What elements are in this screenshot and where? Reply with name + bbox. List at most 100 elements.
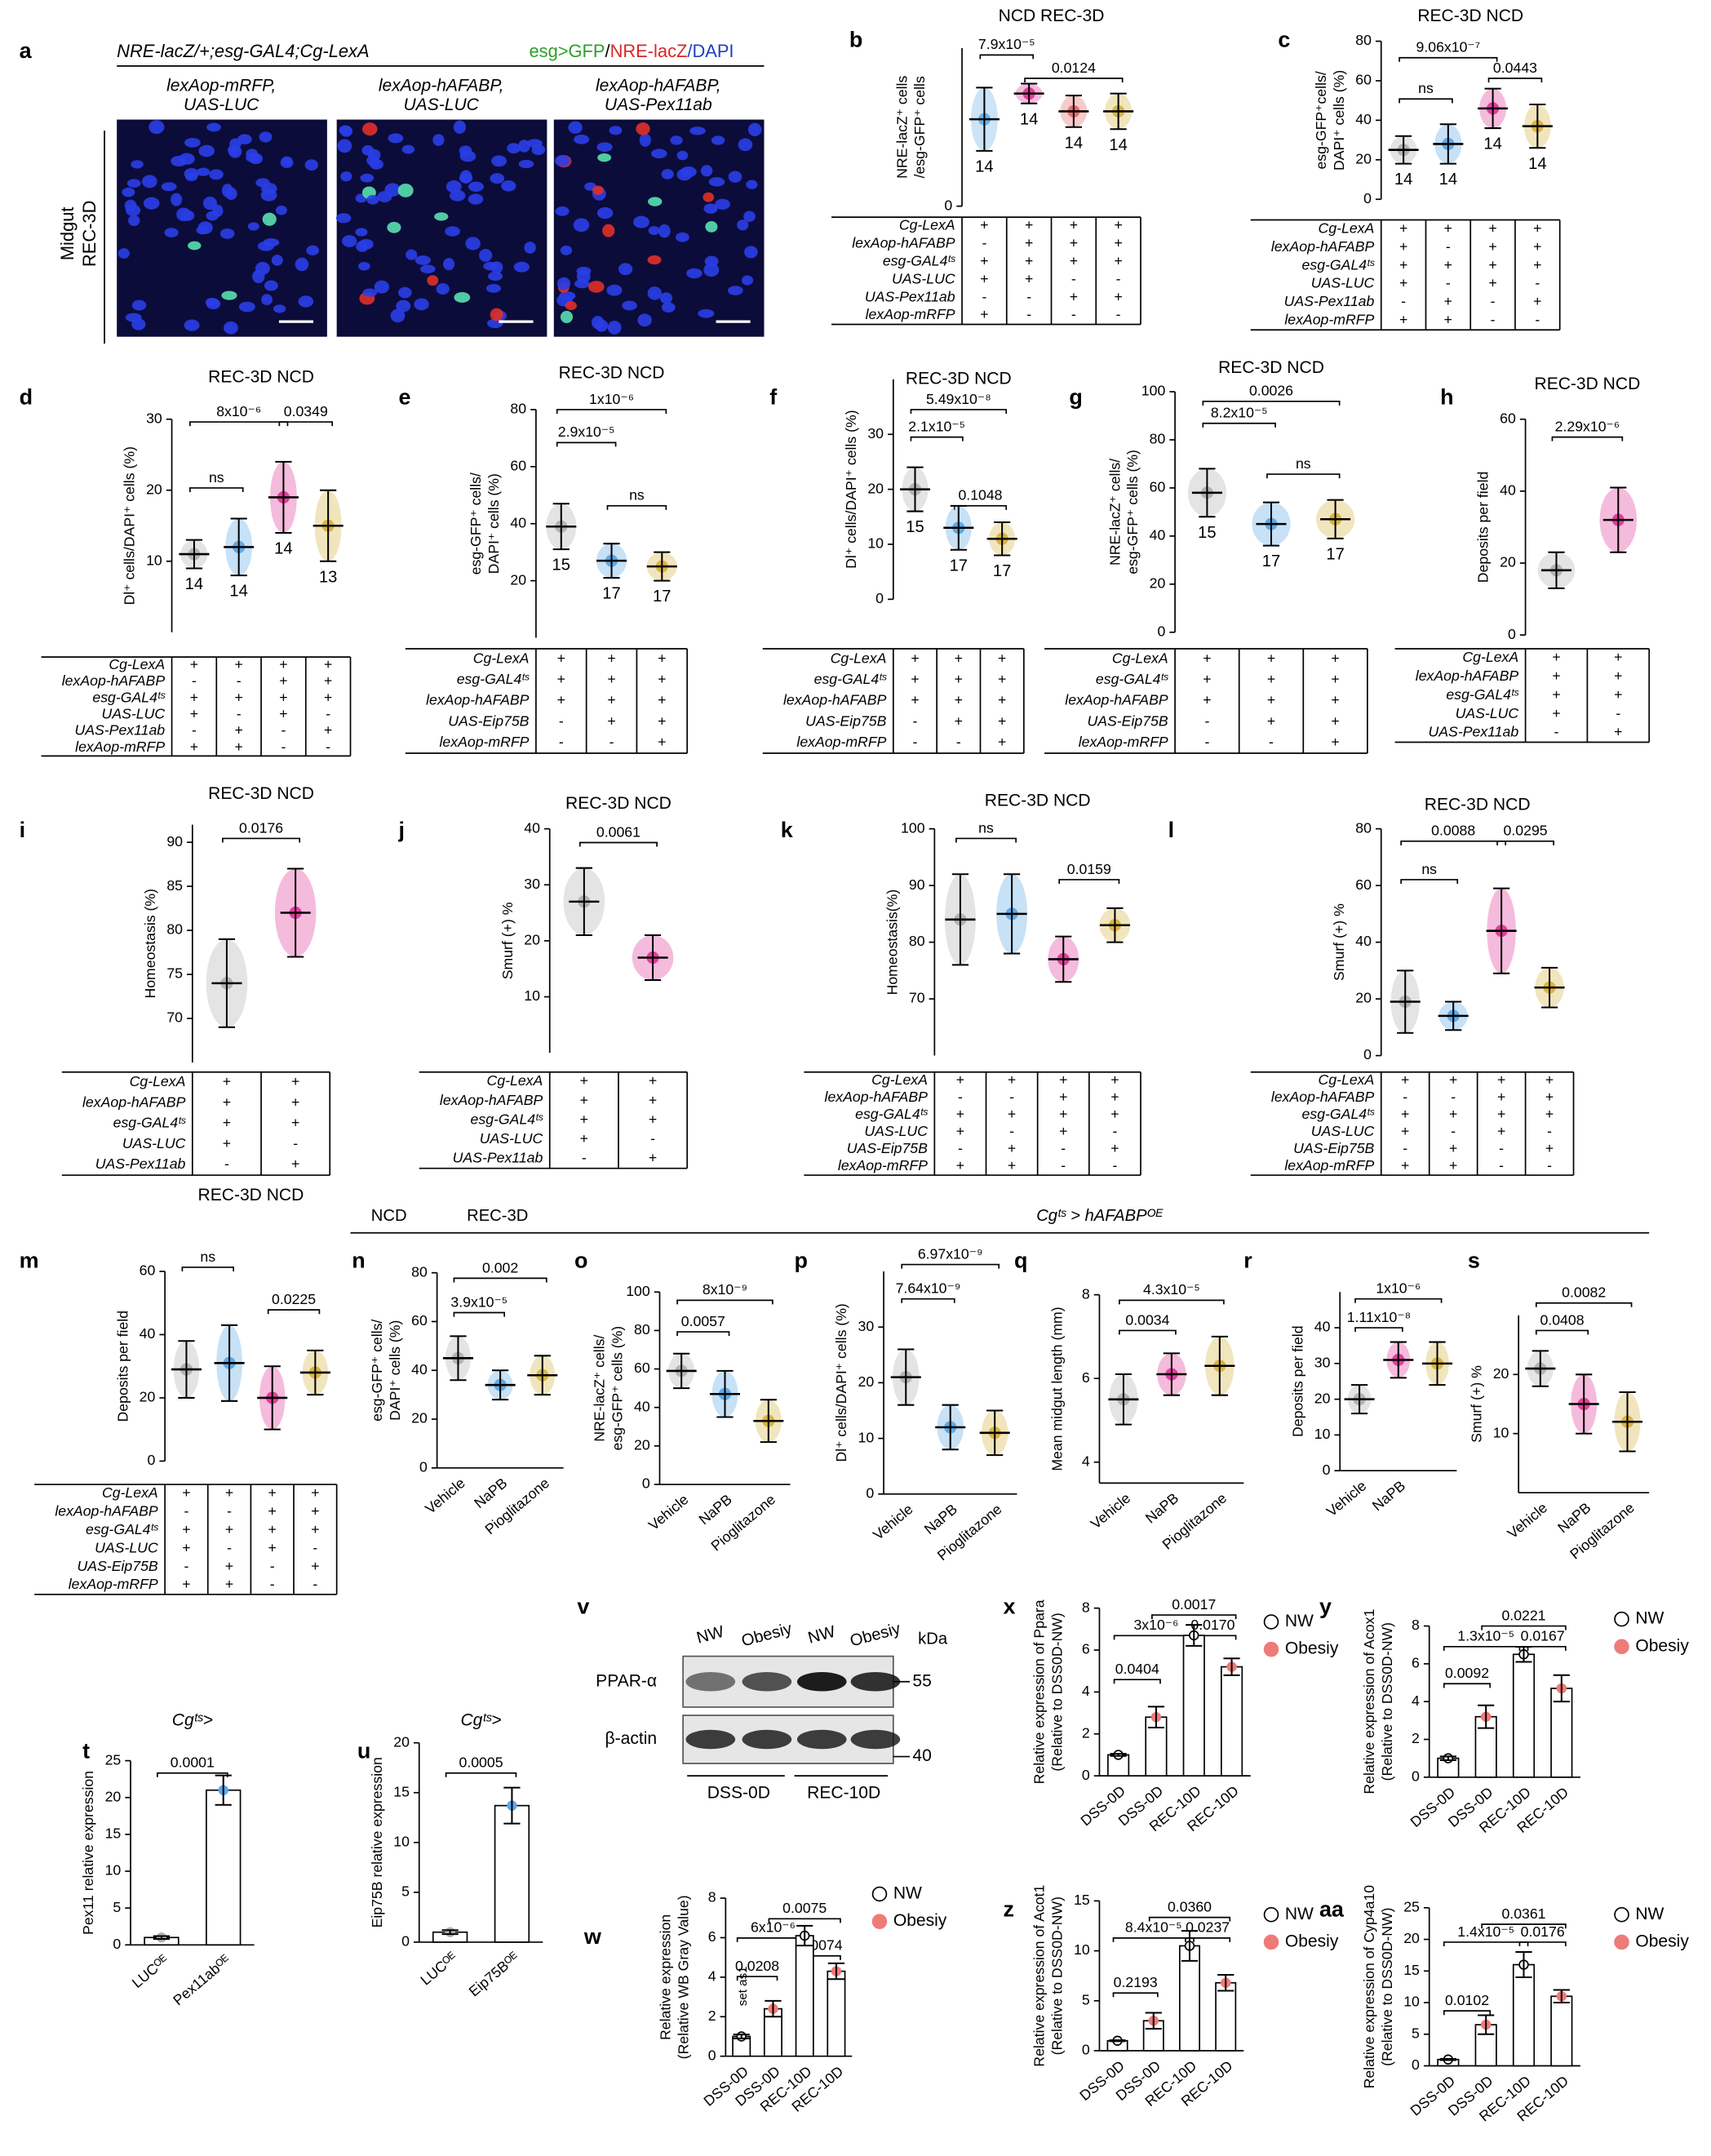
y-tick-label: 6 xyxy=(1412,1655,1420,1671)
nucleus xyxy=(142,175,157,189)
genotype-cell: + xyxy=(235,739,243,755)
genotype-cell: - xyxy=(982,235,986,251)
nucleus xyxy=(221,184,233,197)
y-tick-label: 80 xyxy=(909,933,925,949)
genotype-cell: + xyxy=(225,1576,233,1592)
nucleus xyxy=(728,171,742,183)
y-tick-label: 100 xyxy=(626,1283,650,1299)
p-value: 6x10⁻⁶ xyxy=(751,1919,796,1936)
p-value: 8x10⁻⁶ xyxy=(216,403,261,419)
blot-band xyxy=(685,1729,736,1750)
genotype-cell: + xyxy=(1025,253,1033,269)
error-bar xyxy=(1199,468,1216,518)
group-label: REC-10D xyxy=(807,1784,880,1803)
genotype-cell: + xyxy=(557,671,565,687)
p-value: 7.64x10⁻⁹ xyxy=(896,1280,961,1297)
comparison-bracket xyxy=(979,54,1035,60)
nucleus xyxy=(708,177,725,187)
nucleus xyxy=(197,167,211,176)
y-tick-label: 4 xyxy=(1082,1453,1090,1469)
y-tick-label: 20 xyxy=(105,1788,122,1804)
genotype-cell: + xyxy=(311,1484,319,1501)
y-axis-label: Relative expression of Ppara xyxy=(1031,1599,1048,1784)
comparison-bracket xyxy=(1398,56,1498,62)
genotype-cell: - xyxy=(913,734,918,750)
nucleus xyxy=(202,196,218,211)
p-value: 2.29x10⁻⁶ xyxy=(1555,418,1620,434)
y-tick-label: 15 xyxy=(105,1826,122,1842)
genotype-cell: + xyxy=(268,1539,277,1555)
nucleus xyxy=(255,178,270,188)
y-axis-label: /esg-GFP⁺ cells xyxy=(911,76,928,178)
nucleus xyxy=(443,258,455,271)
genotype-cell: - xyxy=(1491,293,1496,309)
panel-header: Cgᵗˢ> xyxy=(172,1710,213,1729)
genotype-cell: + xyxy=(223,1073,231,1089)
error-bar xyxy=(942,1404,959,1451)
y-tick-label: 40 xyxy=(1314,1319,1331,1335)
error-bar xyxy=(264,1365,281,1431)
nucleus xyxy=(228,144,242,158)
nucleus xyxy=(686,268,703,279)
genotype-cell: - xyxy=(1554,724,1559,740)
error-bar xyxy=(1223,1657,1240,1676)
nucleus xyxy=(401,144,415,154)
nucleus xyxy=(370,158,383,170)
p-value: 8.2x10⁻⁵ xyxy=(1211,405,1268,421)
p-value: 1.3x10⁻⁵ xyxy=(1457,1628,1514,1644)
genotype-name: UAS-Eip75B xyxy=(1087,712,1168,729)
genotype-cell: + xyxy=(1331,712,1339,729)
nucleus xyxy=(555,206,570,216)
comparison-bracket xyxy=(1443,1941,1529,1946)
error-bar xyxy=(1181,1930,1199,1962)
error-bar xyxy=(1429,1341,1446,1386)
genotype-name: Cg-LexA xyxy=(109,656,165,672)
p-value: 0.0349 xyxy=(284,403,328,419)
error-bar xyxy=(898,1348,915,1406)
y-tick-label: 40 xyxy=(634,1398,650,1414)
p-value: 0.0057 xyxy=(681,1313,725,1329)
y-tick-label: 40 xyxy=(510,514,526,530)
genotype-cell: - xyxy=(1403,1140,1407,1156)
nucleus xyxy=(337,139,352,153)
nucleus xyxy=(362,122,378,136)
nucleus xyxy=(622,300,637,311)
genotype-cell: + xyxy=(1025,270,1033,286)
p-value: 8.4x10⁻⁵ xyxy=(1125,1919,1182,1936)
marker-label: 40 xyxy=(912,1746,931,1765)
genotype-cell: - xyxy=(281,739,286,755)
p-value: 0.1048 xyxy=(958,487,1002,504)
panel-header: REC-3D NCD xyxy=(1534,375,1640,393)
y-axis-label: Deposits per field xyxy=(1475,472,1492,583)
y-tick-label: 60 xyxy=(1150,479,1166,495)
y-axis-label: Smurf (+) % xyxy=(1331,903,1347,981)
nucleus xyxy=(221,291,237,300)
error-bar xyxy=(603,543,620,579)
genotype-cell: + xyxy=(1110,1106,1119,1122)
genotype-cell: + xyxy=(1614,649,1622,665)
y-tick-label: 20 xyxy=(393,1733,410,1750)
y-axis-label: DAPI⁺ cells (%) xyxy=(1331,70,1347,171)
error-bar xyxy=(492,1369,509,1401)
p-value: 0.0167 xyxy=(1521,1628,1565,1644)
p-value: ns xyxy=(1418,80,1434,96)
panel-label: f xyxy=(769,385,778,410)
error-bar xyxy=(644,934,662,981)
y-tick-label: 80 xyxy=(166,921,183,938)
genotype-cell: - xyxy=(184,1558,189,1574)
nucleus xyxy=(360,173,375,183)
p-value: ns xyxy=(629,487,645,504)
nucleus xyxy=(164,228,179,237)
nucleus xyxy=(453,120,466,135)
nucleus xyxy=(388,133,404,144)
y-tick-label: 0 xyxy=(1323,1462,1331,1478)
y-tick-label: 60 xyxy=(411,1312,428,1329)
p-value: 3.9x10⁻⁵ xyxy=(450,1293,508,1310)
nucleus xyxy=(259,131,273,143)
legend-marker xyxy=(871,1914,888,1929)
nucleus xyxy=(744,246,758,259)
error-bar xyxy=(1021,82,1038,104)
nucleus xyxy=(398,286,412,299)
legend-label: Obesiy xyxy=(1285,1932,1339,1950)
genotype-cell: - xyxy=(1071,270,1076,286)
